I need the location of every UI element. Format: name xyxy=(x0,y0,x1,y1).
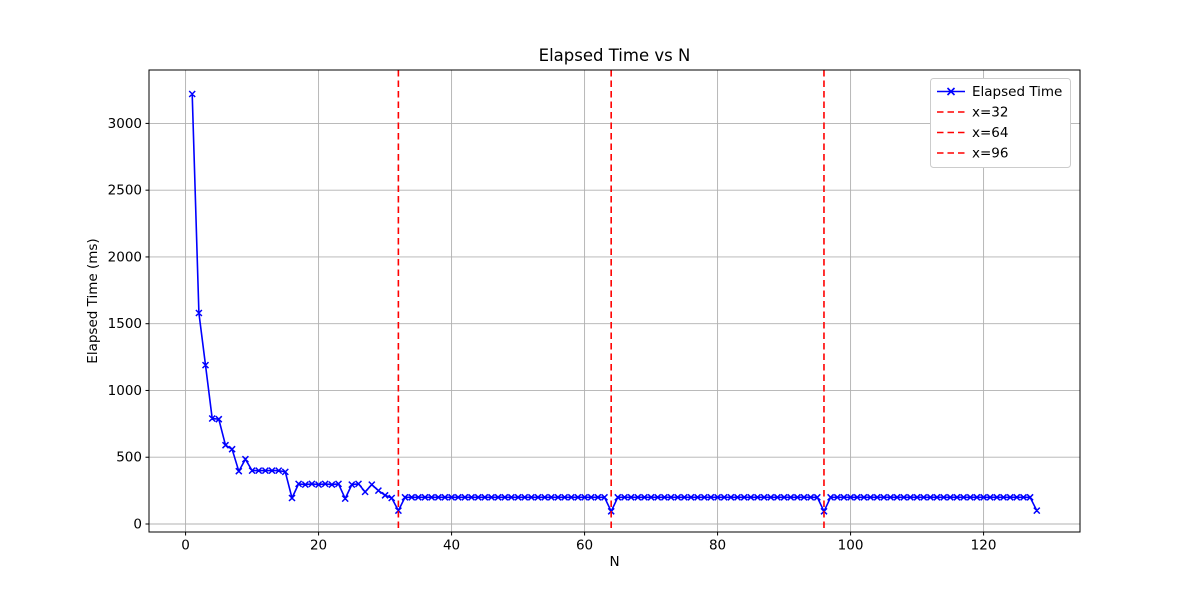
y-tick-label: 2500 xyxy=(108,183,142,199)
x-tick-label: 60 xyxy=(576,538,593,554)
y-axis-label: Elapsed Time (ms) xyxy=(85,238,101,363)
y-tick-label: 1000 xyxy=(108,383,142,399)
x-tick-label: 40 xyxy=(443,538,460,554)
y-tick-label: 500 xyxy=(116,450,142,466)
x-tick-label: 20 xyxy=(310,538,327,554)
legend-entry-label: x=32 xyxy=(972,105,1008,121)
legend-x-marker-icon xyxy=(946,87,956,96)
vline-layer xyxy=(397,70,825,532)
x-tick-label: 0 xyxy=(181,538,190,554)
data-layer xyxy=(188,90,1041,515)
legend: Elapsed Time x=32 x=64 x=96 xyxy=(930,78,1071,168)
x-tick-label: 80 xyxy=(709,538,726,554)
x-tick-label: 120 xyxy=(971,538,997,554)
chart-title: Elapsed Time vs N xyxy=(539,46,691,65)
y-tick-label: 1500 xyxy=(108,316,142,332)
legend-entry-label: x=64 xyxy=(972,125,1008,141)
y-tick-label: 3000 xyxy=(108,116,142,132)
grid-layer xyxy=(149,70,1080,532)
legend-box xyxy=(930,78,1071,168)
data-point-x-markers xyxy=(188,90,1041,515)
legend-entry-label: Elapsed Time xyxy=(972,84,1062,100)
axes-layer: 0 20 40 60 80 100 120 0 500 1000 1500 2000 2500 3000 xyxy=(108,69,1081,554)
x-tick-label: 100 xyxy=(838,538,864,554)
x-axis-label: N xyxy=(609,554,619,570)
plot-frame xyxy=(148,69,1081,533)
legend-entry-label: x=96 xyxy=(972,146,1008,162)
y-tick-label: 0 xyxy=(133,516,142,532)
y-tick-label: 2000 xyxy=(108,249,142,265)
